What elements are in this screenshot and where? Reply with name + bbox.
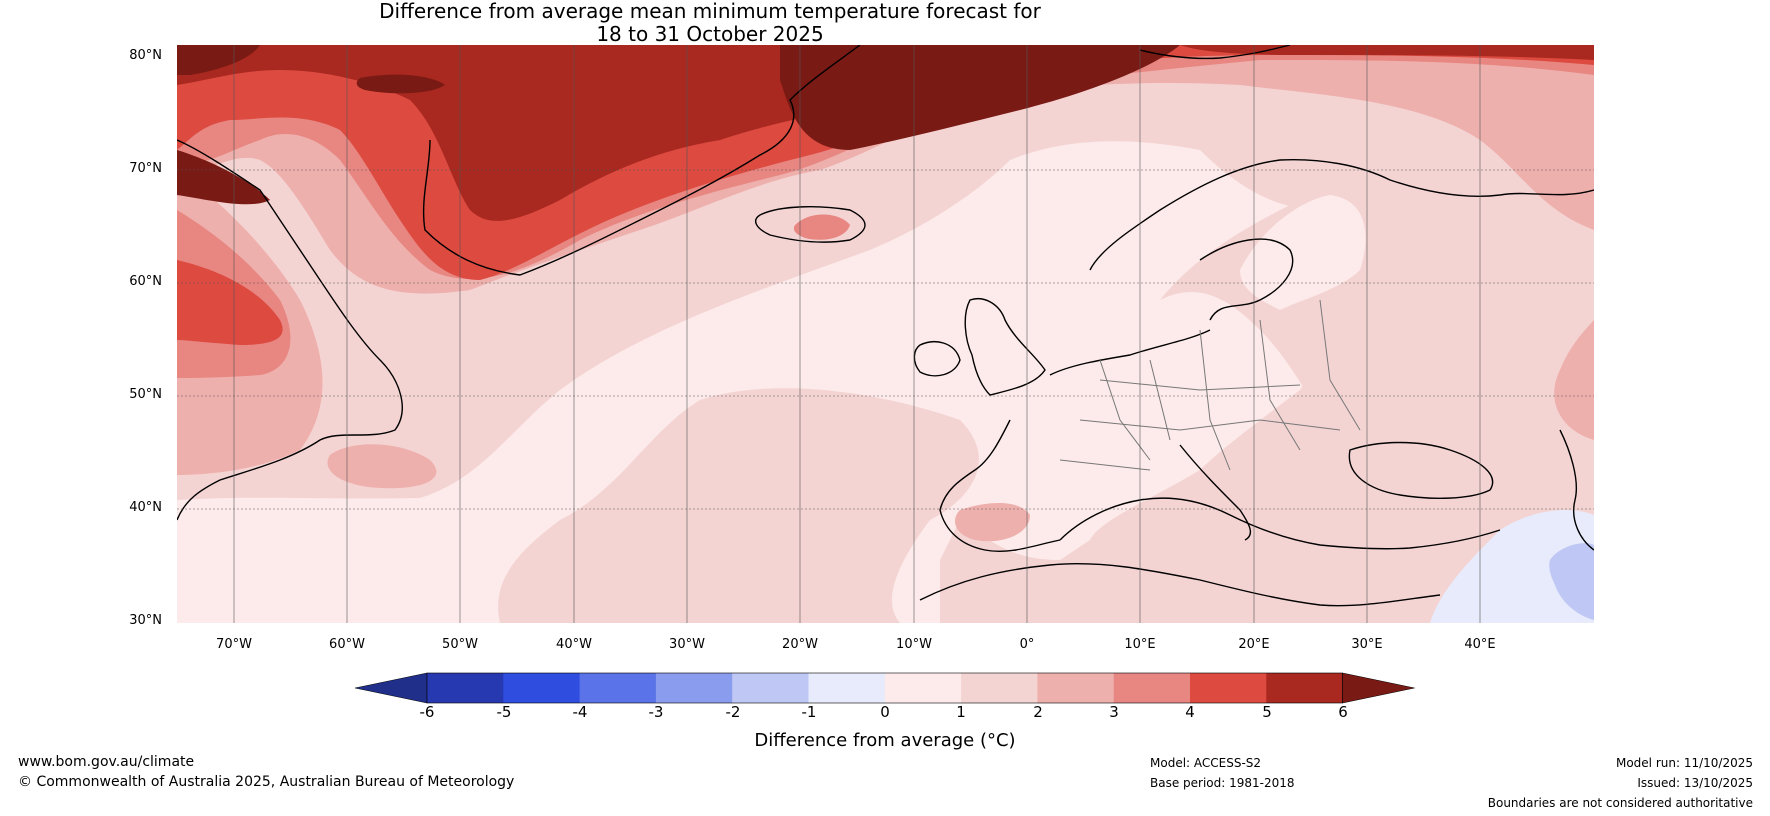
footer-model: Model: ACCESS-S2 [1150,756,1262,770]
footer-copyright: © Commonwealth of Australia 2025, Austra… [18,774,515,790]
colorbar-segment [1037,673,1115,703]
border-1 [1099,299,1361,471]
colorbar-segment [503,673,581,703]
cb-tick-3: 3 [1109,703,1119,721]
cb-tick-4: 4 [1185,703,1195,721]
colorbar-segment [884,673,962,703]
cb-tick-neg2: -2 [725,703,741,721]
colorbar-segment [427,673,504,703]
coast-caspian [1559,429,1594,551]
cb-tick-1: 1 [956,703,966,721]
lon-label-30w: 30°W [669,637,705,652]
lon-label-60w: 60°W [329,637,365,652]
field-1-2-midatlantic [498,388,979,623]
colorbar-segment [1266,673,1344,703]
lat-label-80: 80°N [129,48,162,63]
lon-label-20e: 20°E [1238,637,1270,652]
borders [1059,299,1361,471]
field-3-4-iceland [793,214,850,240]
colorbar-segment [961,673,1038,703]
field-2-3-east [1554,320,1594,440]
lon-label-40e: 40°E [1464,637,1496,652]
cb-tick-neg1: -1 [801,703,817,721]
field-5-6-east [1180,45,1594,60]
map-title-line1: Difference from average mean minimum tem… [379,0,1041,23]
coast-bothnia [1199,238,1294,321]
lat-label-30: 30°N [129,613,162,628]
footer-model-run: Model run: 11/10/2025 [1615,756,1753,770]
anomaly-map [177,45,1594,623]
cb-tick-neg4: -4 [572,703,588,721]
coast-westeurope [939,329,1211,553]
colorbar-segment [579,673,657,703]
anomaly-fields [177,45,1594,623]
field-gt6-greenland [356,74,445,94]
field-2-3-newfoundland [327,444,437,489]
colorbar-segment [655,673,733,703]
colorbar-segment [1113,673,1191,703]
colorbar-extend-max [1342,672,1415,704]
lon-label-10w: 10°W [896,637,932,652]
lon-label-70w: 70°W [216,637,252,652]
cb-tick-2: 2 [1033,703,1043,721]
coast-northafrica [919,563,1441,607]
coast-mediterranean [1059,497,1501,550]
coast-iceland [755,206,866,243]
footer-base-period: Base period: 1981-2018 [1150,776,1295,790]
lat-label-70: 70°N [129,161,162,176]
map-title: Difference from average mean minimum tem… [300,0,1120,46]
field-gt6-west [177,45,260,75]
coast-blacksea [1348,441,1494,499]
colorbar-segment [732,673,809,703]
lon-label-20w: 20°W [782,637,818,652]
footer-boundaries: Boundaries are not considered authoritat… [1487,796,1753,810]
coast-britain [964,298,1046,396]
cb-tick-neg3: -3 [648,703,664,721]
cb-tick-5: 5 [1262,703,1272,721]
lat-label-50: 50°N [129,387,162,402]
coast-canada [177,139,403,521]
graticule [177,45,1594,623]
coast-italy [1179,444,1252,541]
lon-label-50w: 50°W [442,637,478,652]
field-0-1-atlantic [177,141,1379,623]
map-title-line2: 18 to 31 October 2025 [596,22,824,46]
field-gt6-baffin [177,150,270,205]
field-0-1-scandinavia [1240,195,1366,310]
lon-label-10e: 10°E [1124,637,1156,652]
colorbar [354,672,1415,704]
coast-svalbard [1139,45,1291,60]
cb-tick-neg6: -6 [419,703,435,721]
coast-greenland [422,45,861,276]
footer-issued: Issued: 13/10/2025 [1637,776,1753,790]
cb-tick-6: 6 [1338,703,1348,721]
cb-tick-neg5: -5 [496,703,512,721]
field-neg1-0 [1430,510,1594,623]
border-2 [1059,379,1341,471]
lat-label-40: 40°N [129,500,162,515]
lat-label-60: 60°N [129,274,162,289]
lon-label-0: 0° [1019,637,1035,652]
colorbar-segment [1190,673,1267,703]
colorbar-title: Difference from average (°C) [754,730,1016,751]
field-2-3-iberia [955,503,1030,542]
cb-tick-0: 0 [880,703,890,721]
field-4-5-labrador [177,260,283,345]
field-neg2-1 [1549,543,1594,620]
lon-label-40w: 40°W [556,637,592,652]
coast-ireland [913,341,961,377]
colorbar-segment [808,673,886,703]
field-gt6 [780,45,1180,150]
footer-website: www.bom.gov.au/climate [18,754,195,770]
lon-label-30e: 30°E [1351,637,1383,652]
coastlines [177,45,1594,607]
colorbar-extend-min [354,672,428,704]
colorbar-outline [426,672,1343,704]
coast-scandinavia [1089,158,1594,271]
